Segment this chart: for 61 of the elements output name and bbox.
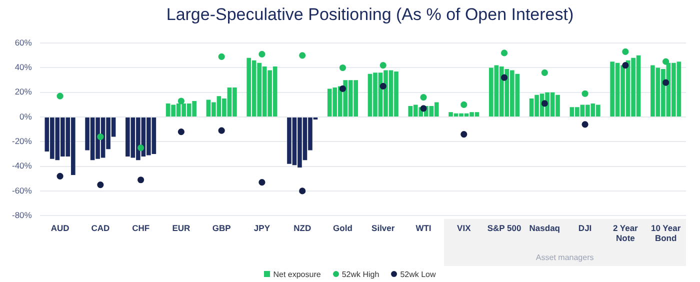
point: [420, 94, 427, 101]
point: [97, 133, 104, 140]
point: [56, 92, 64, 100]
x-tick-label: CHF: [132, 223, 150, 234]
point: [339, 64, 346, 72]
point: [460, 101, 468, 108]
point: [500, 50, 508, 56]
point: [380, 62, 386, 69]
point: [500, 74, 508, 81]
point: [138, 144, 144, 152]
point: [622, 62, 629, 69]
point: [218, 53, 225, 60]
point: [420, 105, 427, 112]
x-tick-label: AUD: [50, 223, 70, 234]
x-tick-label: WTI: [416, 223, 432, 234]
point: [97, 181, 104, 188]
x-tick-label: 10 Year Bond: [650, 223, 682, 244]
x-tick-label: JPY: [254, 223, 270, 234]
y-tick-label: -80%: [12, 210, 32, 220]
point: [258, 50, 266, 58]
x-tick-label: Gold: [333, 223, 352, 234]
point: [582, 90, 588, 97]
point: [339, 85, 346, 92]
point: [258, 179, 266, 186]
legend-label: 52wk High: [342, 270, 380, 278]
x-tick-label: Silver: [372, 223, 396, 234]
y-tick-label: 40%: [14, 62, 32, 72]
point: [218, 127, 225, 134]
point: [541, 100, 548, 107]
point: [662, 79, 670, 86]
point: [178, 128, 184, 136]
x-tick-label: GBP: [212, 223, 232, 234]
x-tick-label: VIX: [457, 223, 472, 234]
y-tick-label: 60%: [14, 37, 32, 48]
legend-label: 52wk Low: [400, 270, 436, 278]
point: [582, 121, 588, 128]
point: [178, 98, 184, 104]
point: [662, 58, 670, 65]
y-tick-label: -20%: [12, 136, 32, 146]
point: [299, 188, 306, 194]
x-tick-label: Nasdaq: [529, 223, 560, 234]
y-tick-label: 20%: [14, 86, 32, 97]
point: [541, 69, 548, 76]
x-tick-label: 2 Year Note: [612, 223, 639, 244]
point: [138, 176, 144, 184]
x-tick-label: S&P 500: [487, 223, 522, 234]
point: [299, 52, 306, 59]
chart-title: Large-Speculative Positioning (As % of Open Interest): [165, 4, 575, 26]
x-tick-label: EUR: [172, 223, 190, 234]
text: Asset managers: [534, 253, 595, 264]
point: [622, 48, 629, 56]
point: [460, 130, 468, 138]
y-tick-label: -40%: [12, 160, 32, 171]
x-tick-label: NZD: [294, 223, 312, 234]
legend-label: Net exposure: [273, 270, 321, 278]
x-tick-label: DJI: [578, 223, 592, 234]
point: [56, 172, 64, 180]
y-tick-label: 0%: [20, 111, 32, 122]
x-tick-label: CAD: [91, 223, 110, 234]
point: [380, 82, 386, 90]
y-tick-label: -60%: [12, 185, 32, 196]
